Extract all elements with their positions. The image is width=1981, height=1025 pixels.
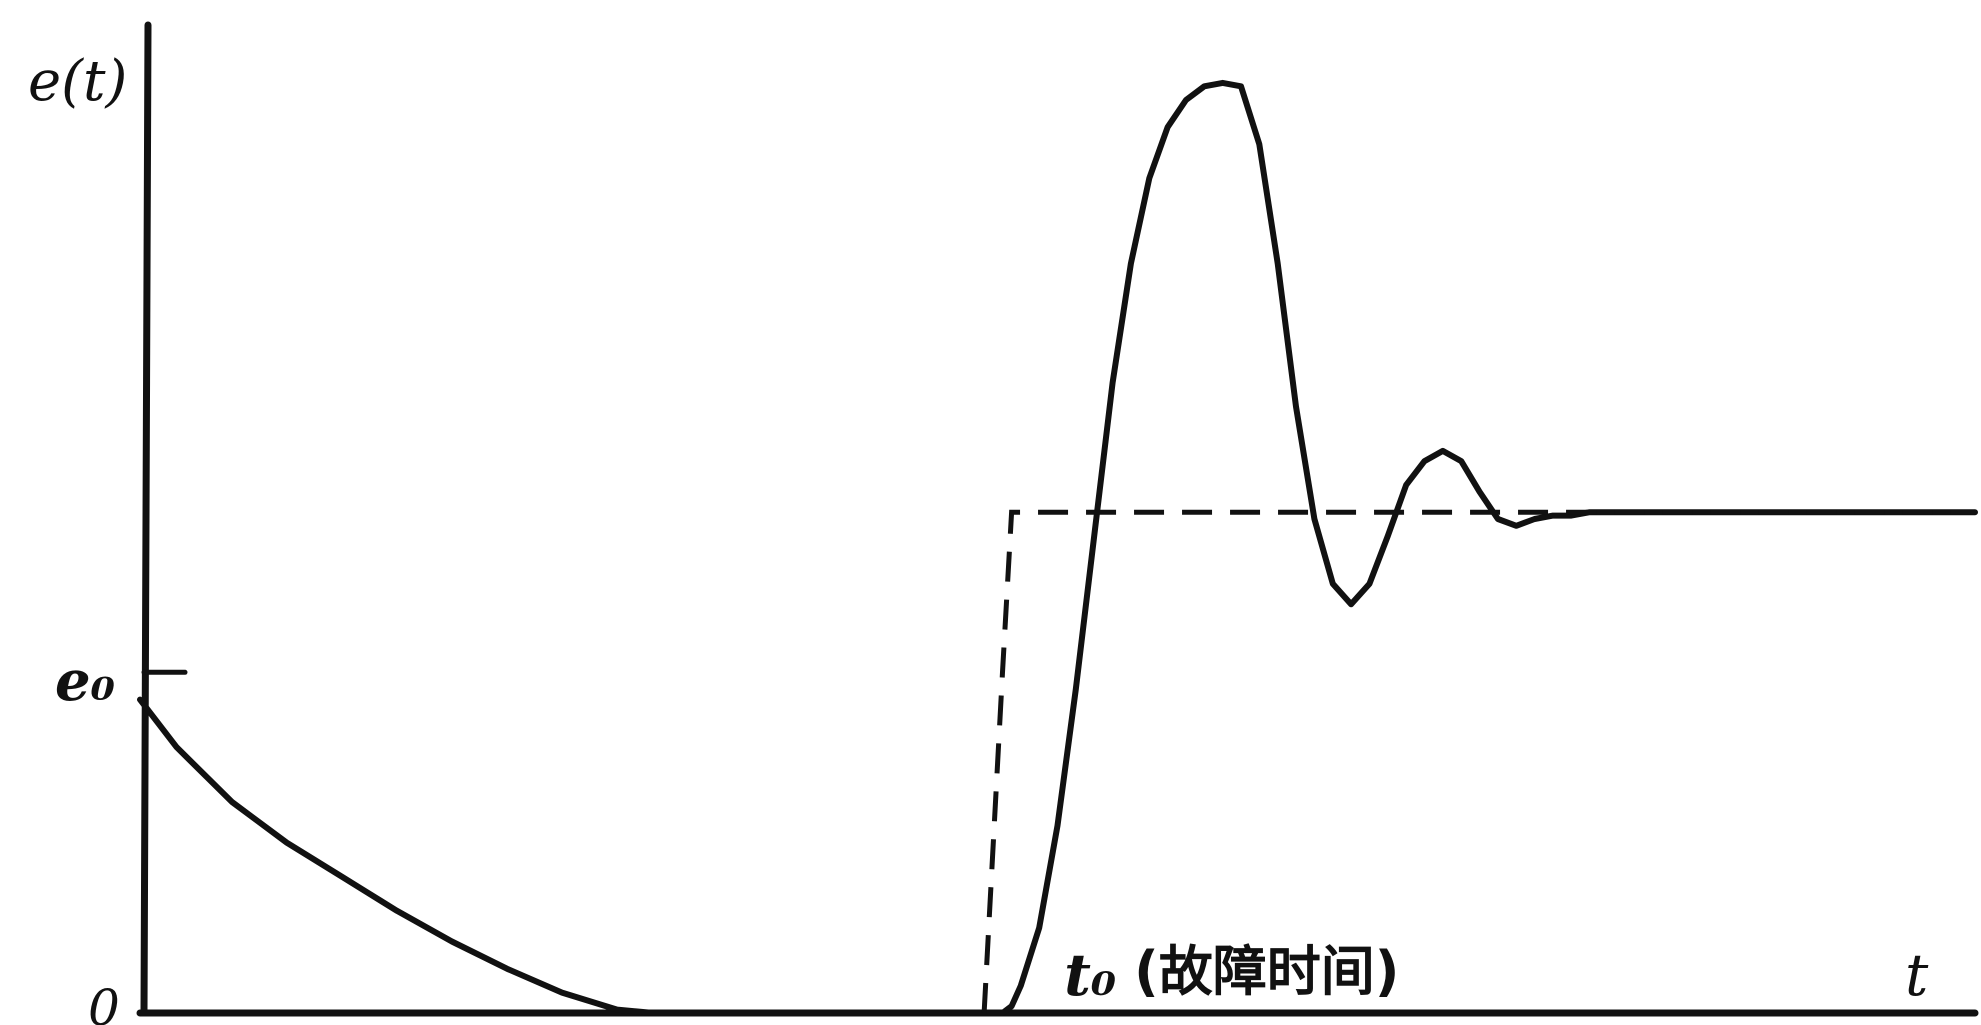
x-axis-label: t — [1905, 941, 1929, 1009]
response-curve — [137, 79, 1978, 1016]
y-axis-label: e(t) — [28, 49, 127, 114]
event-time-label: t₀ — [1064, 941, 1116, 1009]
origin-label: 0 — [88, 979, 120, 1025]
event-annotation: (故障时间) — [1134, 940, 1399, 1003]
reference-step-line — [981, 509, 1975, 1014]
series-layer — [137, 79, 1978, 1016]
e0-tick-label: e₀ — [55, 648, 115, 714]
y-axis — [140, 21, 152, 1017]
